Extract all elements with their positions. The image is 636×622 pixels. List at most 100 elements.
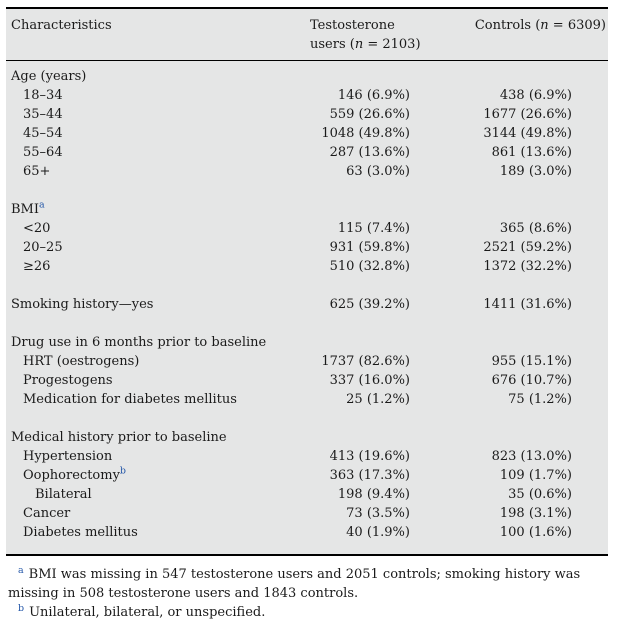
controls-value (410, 200, 572, 219)
table-row: Age (years) (11, 67, 572, 86)
testosterone-users-value: 337 (16.0%) (329, 373, 410, 388)
row-label: 55–64 (23, 145, 63, 160)
row-label: Bilateral (35, 487, 92, 502)
testosterone-users-value: 413 (19.6%) (329, 449, 410, 464)
row-label: HRT (oestrogens) (23, 354, 140, 369)
row-label: Smoking history—yes (11, 297, 154, 312)
col-header-controls: Controls (n = 6309) (474, 18, 606, 33)
controls-value: 35 (0.6%) (508, 487, 572, 502)
controls-value: 438 (6.9%) (499, 88, 572, 103)
controls-value: 1372 (32.2%) (483, 259, 572, 274)
footnote-a: a BMI was missing in 547 testosterone use… (8, 565, 582, 603)
table-body: Age (years) 18–34 146 (6.9%) 438 (6.9%) 35–4… (6, 61, 608, 554)
table-row: 45–54 1048 (49.8%) 3144 (49.8%) (11, 124, 572, 143)
testosterone-users-value: 63 (3.0%) (346, 164, 410, 179)
row-label: 45–54 (23, 126, 63, 141)
testosterone-users-value: 1737 (82.6%) (321, 354, 410, 369)
row-label: Diabetes mellitus (23, 525, 138, 540)
row-label: Medication for diabetes mellitus (23, 392, 237, 407)
testosterone-users-value: 363 (17.3%) (329, 468, 410, 483)
testosterone-users-value: 25 (1.2%) (346, 392, 410, 407)
testosterone-users-value: 625 (39.2%) (329, 297, 410, 312)
table-header-row: Characteristics Testosterone users (n = … (6, 9, 608, 61)
characteristics-table: Characteristics Testosterone users (n = … (6, 7, 608, 556)
controls-value: 823 (13.0%) (491, 449, 572, 464)
table-row: 18–34 146 (6.9%) 438 (6.9%) (11, 86, 572, 105)
testosterone-users-value: 198 (9.4%) (337, 487, 410, 502)
table-row: Diabetes mellitus 40 (1.9%) 100 (1.6%) (11, 523, 572, 542)
controls-value: 75 (1.2%) (508, 392, 572, 407)
table-row: Hypertension 413 (19.6%) 823 (13.0%) (11, 447, 572, 466)
table-row: Bilateral 198 (9.4%) 35 (0.6%) (11, 485, 572, 504)
table-row: Medication for diabetes mellitus 25 (1.2%… (11, 390, 572, 409)
controls-value (410, 67, 572, 86)
row-label: Cancer (23, 506, 71, 521)
controls-value: 1411 (31.6%) (483, 297, 572, 312)
controls-value (410, 428, 572, 447)
row-label: 20–25 (23, 240, 63, 255)
controls-value: 676 (10.7%) (491, 373, 572, 388)
row-label: Oophorectomyb (23, 465, 127, 483)
footnote-marker: a (39, 199, 45, 211)
footnote-a-marker: a (18, 564, 24, 576)
controls-value: 100 (1.6%) (499, 525, 572, 540)
row-label: <20 (23, 221, 51, 236)
controls-value: 189 (3.0%) (499, 164, 572, 179)
table-row: Medical history prior to baseline (11, 428, 572, 447)
testosterone-users-value: 146 (6.9%) (337, 88, 410, 103)
col-header-characteristics: Characteristics (11, 18, 112, 33)
testosterone-users-value: 115 (7.4%) (337, 221, 410, 236)
row-label: Hypertension (23, 449, 113, 464)
row-label: 65+ (23, 164, 51, 179)
table-row: BMIa (11, 200, 572, 219)
controls-value: 1677 (26.6%) (483, 107, 572, 122)
testosterone-users-value (260, 428, 410, 447)
footnote-a-text: BMI was missing in 547 testosterone user… (8, 567, 581, 601)
footnote-marker: b (119, 465, 127, 477)
table-row: ≥26 510 (32.8%) 1372 (32.2%) (11, 257, 572, 276)
footnote-b: b Unilateral, bilateral, or unspecified. (8, 603, 632, 622)
testosterone-users-value (260, 67, 410, 86)
row-label: Progestogens (23, 373, 113, 388)
table-row: 65+ 63 (3.0%) 189 (3.0%) (11, 162, 572, 181)
testosterone-users-value (260, 200, 410, 219)
testosterone-users-value: 40 (1.9%) (346, 525, 410, 540)
controls-value: 955 (15.1%) (491, 354, 572, 369)
table-row: Drug use in 6 months prior to baseline (11, 333, 572, 352)
table-row: 35–44 559 (26.6%) 1677 (26.6%) (11, 105, 572, 124)
footnote-b-marker: b (18, 602, 25, 614)
testosterone-users-value: 287 (13.6%) (329, 145, 410, 160)
table-row: <20 115 (7.4%) 365 (8.6%) (11, 219, 572, 238)
testosterone-users-value: 559 (26.6%) (329, 107, 410, 122)
row-label: 18–34 (23, 88, 63, 103)
controls-value: 109 (1.7%) (499, 468, 572, 483)
footnote-b-text: Unilateral, bilateral, or unspecified. (29, 605, 266, 620)
table-row: HRT (oestrogens) 1737 (82.6%) 955 (15.1%) (11, 352, 572, 371)
controls-value: 3144 (49.8%) (483, 126, 572, 141)
row-label: ≥26 (23, 259, 51, 274)
footnotes: a BMI was missing in 547 testosterone use… (8, 565, 632, 622)
row-label: 35–44 (23, 107, 63, 122)
testosterone-users-value (266, 333, 416, 352)
row-label: BMIa (11, 199, 45, 217)
table-row: Progestogens 337 (16.0%) 676 (10.7%) (11, 371, 572, 390)
col-header-testosterone-users: Testosterone users (n = 2103) (310, 16, 438, 54)
header-line-2: users (n = 2103) (310, 37, 421, 52)
row-label: Drug use in 6 months prior to baseline (11, 335, 267, 350)
header-line-1: Testosterone (310, 18, 395, 33)
table-row: 55–64 287 (13.6%) 861 (13.6%) (11, 143, 572, 162)
table-row: 20–25 931 (59.8%) 2521 (59.2%) (11, 238, 572, 257)
table-row: Oophorectomyb 363 (17.3%) 109 (1.7%) (11, 466, 572, 485)
controls-value (416, 333, 578, 352)
row-label: Age (years) (11, 69, 87, 84)
controls-value: 365 (8.6%) (499, 221, 572, 236)
testosterone-users-value: 1048 (49.8%) (321, 126, 410, 141)
testosterone-users-value: 73 (3.5%) (346, 506, 410, 521)
controls-value: 198 (3.1%) (499, 506, 572, 521)
controls-value: 2521 (59.2%) (483, 240, 572, 255)
row-label: Medical history prior to baseline (11, 430, 227, 445)
testosterone-users-value: 510 (32.8%) (329, 259, 410, 274)
table-row: Smoking history—yes 625 (39.2%) 1411 (31.6… (11, 295, 572, 314)
testosterone-users-value: 931 (59.8%) (329, 240, 410, 255)
table-row: Cancer 73 (3.5%) 198 (3.1%) (11, 504, 572, 523)
